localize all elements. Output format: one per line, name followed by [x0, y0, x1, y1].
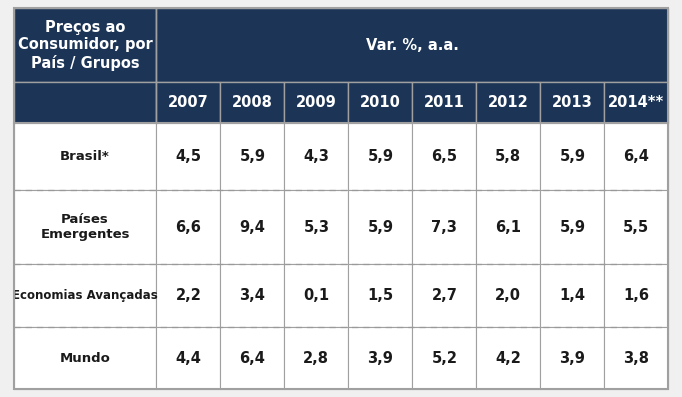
- Bar: [156, 264, 220, 327]
- Bar: [14, 82, 156, 123]
- Text: 3,9: 3,9: [559, 351, 585, 366]
- Text: 2,7: 2,7: [432, 288, 458, 303]
- Bar: [540, 190, 604, 264]
- Text: 6,5: 6,5: [431, 149, 458, 164]
- Text: 2012: 2012: [488, 95, 529, 110]
- Text: 5,8: 5,8: [495, 149, 522, 164]
- Text: 6,4: 6,4: [239, 351, 265, 366]
- Bar: [540, 82, 604, 123]
- Bar: [604, 264, 668, 327]
- Bar: [604, 82, 668, 123]
- Bar: [413, 82, 476, 123]
- Bar: [220, 264, 284, 327]
- Text: 6,1: 6,1: [495, 220, 521, 235]
- Text: 2011: 2011: [424, 95, 465, 110]
- Bar: [349, 264, 413, 327]
- Text: 5,9: 5,9: [559, 149, 585, 164]
- Text: 5,3: 5,3: [303, 220, 329, 235]
- Bar: [156, 82, 220, 123]
- Text: 4,2: 4,2: [495, 351, 521, 366]
- Bar: [220, 123, 284, 190]
- Text: 2010: 2010: [360, 95, 401, 110]
- Bar: [14, 264, 156, 327]
- Bar: [349, 327, 413, 389]
- Text: Mundo: Mundo: [59, 352, 110, 365]
- Text: 3,4: 3,4: [239, 288, 265, 303]
- Bar: [476, 327, 540, 389]
- Bar: [220, 327, 284, 389]
- Bar: [413, 327, 476, 389]
- Text: 5,9: 5,9: [368, 149, 394, 164]
- Bar: [156, 8, 668, 82]
- Bar: [349, 123, 413, 190]
- Bar: [14, 190, 156, 264]
- Text: 2,2: 2,2: [175, 288, 201, 303]
- Text: 5,2: 5,2: [431, 351, 458, 366]
- Bar: [156, 190, 220, 264]
- Bar: [476, 264, 540, 327]
- Bar: [604, 190, 668, 264]
- Bar: [604, 123, 668, 190]
- Text: 5,5: 5,5: [623, 220, 649, 235]
- Text: 5,9: 5,9: [239, 149, 265, 164]
- Text: 5,9: 5,9: [559, 220, 585, 235]
- Bar: [540, 123, 604, 190]
- Bar: [284, 82, 349, 123]
- Bar: [156, 123, 220, 190]
- Bar: [476, 82, 540, 123]
- Text: 5,9: 5,9: [368, 220, 394, 235]
- Text: 2009: 2009: [296, 95, 337, 110]
- Bar: [284, 190, 349, 264]
- Text: 6,4: 6,4: [623, 149, 649, 164]
- Text: Países
Emergentes: Países Emergentes: [40, 213, 130, 241]
- Bar: [14, 327, 156, 389]
- Text: 1,4: 1,4: [559, 288, 585, 303]
- Bar: [349, 82, 413, 123]
- Bar: [284, 264, 349, 327]
- Text: 0,1: 0,1: [303, 288, 329, 303]
- Text: 4,3: 4,3: [303, 149, 329, 164]
- Bar: [413, 190, 476, 264]
- Text: 3,9: 3,9: [368, 351, 394, 366]
- Text: 2,8: 2,8: [303, 351, 329, 366]
- Text: 2007: 2007: [168, 95, 209, 110]
- Text: Brasil*: Brasil*: [60, 150, 110, 163]
- Text: 2014**: 2014**: [608, 95, 664, 110]
- Bar: [14, 123, 156, 190]
- Text: 2008: 2008: [232, 95, 273, 110]
- Bar: [284, 327, 349, 389]
- Bar: [284, 123, 349, 190]
- Bar: [14, 8, 156, 82]
- Bar: [540, 264, 604, 327]
- Bar: [220, 82, 284, 123]
- Text: 2,0: 2,0: [495, 288, 521, 303]
- Bar: [604, 327, 668, 389]
- Bar: [349, 190, 413, 264]
- Text: 4,5: 4,5: [175, 149, 201, 164]
- Bar: [413, 123, 476, 190]
- Bar: [540, 327, 604, 389]
- Text: 1,5: 1,5: [368, 288, 394, 303]
- Text: Var. %, a.a.: Var. %, a.a.: [366, 38, 459, 52]
- Text: 7,3: 7,3: [432, 220, 458, 235]
- Bar: [220, 190, 284, 264]
- Text: 3,8: 3,8: [623, 351, 649, 366]
- Text: Economias Avançadas: Economias Avançadas: [12, 289, 158, 303]
- Text: 1,6: 1,6: [623, 288, 649, 303]
- Bar: [476, 190, 540, 264]
- Bar: [476, 123, 540, 190]
- Text: 6,6: 6,6: [175, 220, 201, 235]
- Text: Preços ao
Consumidor, por
País / Grupos: Preços ao Consumidor, por País / Grupos: [18, 19, 152, 71]
- Text: 9,4: 9,4: [239, 220, 265, 235]
- Bar: [413, 264, 476, 327]
- Text: 2013: 2013: [552, 95, 593, 110]
- Bar: [156, 327, 220, 389]
- Text: 4,4: 4,4: [175, 351, 201, 366]
